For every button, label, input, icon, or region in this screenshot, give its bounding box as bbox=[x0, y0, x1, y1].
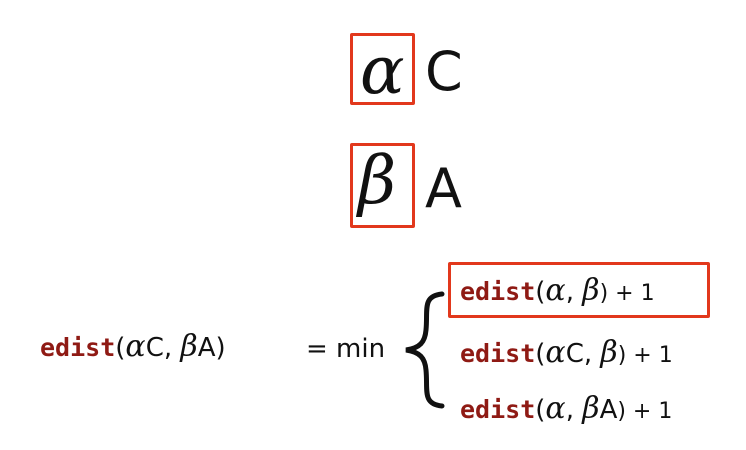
beta-symbol: β bbox=[358, 142, 397, 219]
case-1-tail: ) + 1 bbox=[599, 281, 655, 306]
letter-a: A bbox=[425, 157, 462, 220]
case-1-function-name: edist bbox=[460, 277, 536, 306]
alpha-symbol: α bbox=[360, 32, 405, 109]
case-3-letter-a: A bbox=[599, 395, 618, 425]
lhs-letter-a: A bbox=[197, 333, 216, 363]
equals-min-label: = min bbox=[306, 334, 386, 364]
equation-lhs: edist(αC, βA) bbox=[40, 332, 226, 362]
lhs-comma: , bbox=[163, 333, 181, 363]
case-2-beta: β bbox=[600, 335, 618, 370]
case-2-open-paren: ( bbox=[535, 339, 546, 369]
case-2-alpha: α bbox=[545, 335, 566, 370]
case-3-beta: β bbox=[582, 391, 600, 426]
lhs-letter-c: C bbox=[145, 333, 164, 363]
lhs-function-name: edist bbox=[40, 333, 116, 362]
case-1-alpha: α bbox=[545, 273, 566, 308]
lhs-alpha: α bbox=[125, 329, 146, 364]
case-3-expression: edist(α, βA) + 1 bbox=[460, 394, 672, 424]
case-2-comma: , bbox=[583, 339, 601, 369]
beta-highlight-box bbox=[350, 143, 415, 228]
lhs-close-paren: ) bbox=[215, 333, 226, 363]
case-1-highlight-box bbox=[448, 262, 710, 318]
case-3-alpha: α bbox=[545, 391, 566, 426]
lhs-beta: β bbox=[180, 329, 198, 364]
case-1-beta: β bbox=[582, 273, 600, 308]
case-1-open-paren: ( bbox=[535, 277, 546, 307]
curly-brace bbox=[405, 291, 445, 409]
case-3-comma: , bbox=[565, 395, 583, 425]
case-2-expression: edist(αC, β) + 1 bbox=[460, 338, 673, 368]
case-2-letter-c: C bbox=[565, 339, 584, 369]
alpha-highlight-box bbox=[350, 33, 415, 105]
case-2-tail: ) + 1 bbox=[617, 343, 673, 368]
case-3-tail: ) + 1 bbox=[617, 399, 673, 424]
lhs-open-paren: ( bbox=[115, 333, 126, 363]
letter-c: C bbox=[425, 40, 463, 103]
case-3-open-paren: ( bbox=[535, 395, 546, 425]
case-1-expression: edist(α, β) + 1 bbox=[460, 276, 655, 306]
case-1-comma: , bbox=[565, 277, 583, 307]
case-2-function-name: edist bbox=[460, 339, 536, 368]
case-3-function-name: edist bbox=[460, 395, 536, 424]
